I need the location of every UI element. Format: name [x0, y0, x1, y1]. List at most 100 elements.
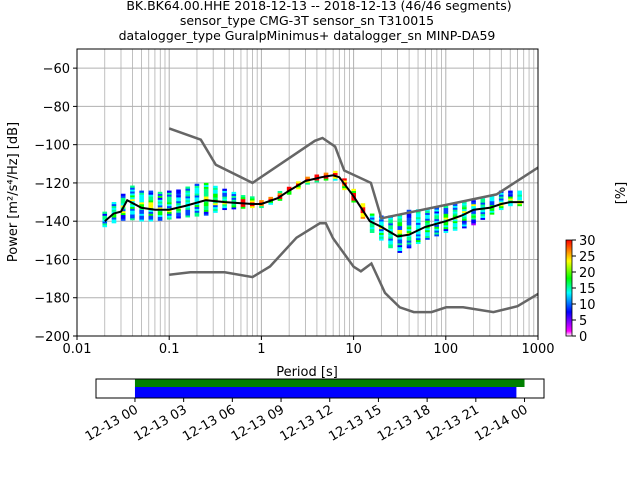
colorbar-tick-label: 25 — [579, 250, 596, 265]
density-cell — [471, 203, 476, 207]
density-cell — [498, 196, 504, 199]
density-cell — [332, 172, 338, 175]
density-cell — [194, 195, 200, 198]
density-cell — [498, 194, 504, 197]
density-cell — [471, 202, 476, 205]
density-cell — [203, 196, 209, 199]
density-cell — [332, 178, 338, 181]
coverage-bar — [134, 379, 525, 387]
density-cell — [397, 237, 403, 240]
density-cell — [213, 187, 218, 190]
density-cell — [462, 216, 467, 219]
density-cell — [443, 211, 449, 214]
density-cell — [397, 248, 403, 252]
density-cell — [222, 198, 227, 201]
density-cell — [415, 237, 421, 241]
density-cell — [166, 198, 172, 201]
density-cell — [415, 236, 421, 239]
x-tick-label: 100 — [433, 342, 458, 357]
timeline-tick-label: 12-13 21 — [424, 402, 482, 444]
colorbar — [565, 239, 573, 337]
density-cell — [379, 219, 384, 222]
density-cell — [443, 217, 449, 220]
density-cell — [508, 198, 513, 201]
density-cell — [148, 205, 154, 209]
density-cell — [443, 225, 449, 228]
y-tick-label: −60 — [43, 62, 70, 77]
y-axis-label: Power [m²/s⁴/Hz] [dB] — [6, 122, 21, 262]
density-cell — [425, 216, 430, 219]
density-cell — [194, 187, 200, 190]
density-cell — [130, 214, 135, 217]
mean-line — [104, 174, 524, 238]
density-cell — [351, 190, 356, 193]
density-cell — [480, 211, 486, 215]
density-cell — [388, 219, 393, 222]
density-cell — [406, 230, 412, 234]
density-cell — [148, 215, 154, 218]
density-cell — [462, 210, 467, 214]
density-cell — [277, 190, 283, 194]
density-cell — [452, 213, 458, 216]
y-tick-label: −200 — [34, 330, 70, 345]
density-cell — [231, 191, 237, 195]
density-cell — [462, 201, 467, 204]
density-cell — [268, 202, 274, 205]
density-cell — [166, 200, 172, 203]
density-cell — [480, 217, 486, 220]
colorbar-tick-label: 5 — [579, 314, 587, 329]
density-cell — [452, 228, 458, 231]
density-cell — [425, 233, 430, 237]
density-cell — [176, 197, 181, 200]
density-cell — [231, 199, 237, 202]
density-cell — [388, 217, 393, 220]
density-cell — [434, 220, 439, 223]
density-cell — [379, 236, 384, 239]
density-cell — [213, 206, 218, 210]
density-cell — [434, 218, 439, 222]
density-cell — [397, 244, 403, 248]
density-cell — [213, 210, 218, 213]
density-cell — [415, 214, 421, 218]
density-cell — [397, 229, 403, 232]
y-axis-ticks: −200 −180 −160 −140 −120 −100 −80 −60 — [34, 62, 77, 345]
density-cell — [231, 205, 237, 208]
density-cell — [397, 223, 403, 227]
density-cell — [194, 185, 200, 188]
density-cell — [222, 192, 227, 195]
density-cell — [471, 211, 476, 214]
density-cell — [369, 230, 375, 233]
density-cell — [498, 200, 504, 203]
density-cell — [379, 232, 384, 235]
density-cell — [489, 208, 495, 211]
density-cell — [102, 225, 108, 228]
density-cell — [517, 198, 522, 201]
density-cell — [194, 208, 200, 211]
density-cell — [130, 218, 135, 221]
density-cell — [130, 206, 135, 209]
density-cell — [379, 221, 384, 224]
density-cell — [388, 226, 393, 230]
density-cell — [388, 240, 393, 243]
x-tick-label: 1 — [257, 342, 265, 357]
density-cell — [388, 236, 393, 239]
density-cell — [222, 194, 227, 197]
density-cell — [415, 230, 421, 233]
density-cell — [397, 243, 403, 246]
density-cell — [406, 219, 412, 222]
density-cell — [176, 193, 181, 196]
density-cell — [185, 213, 191, 216]
density-cell — [434, 207, 439, 210]
density-cell — [415, 218, 421, 222]
density-cell — [185, 198, 191, 201]
density-cell — [203, 209, 209, 212]
density-cell — [139, 202, 144, 205]
density-cell — [415, 232, 421, 235]
density-cell — [443, 215, 449, 218]
density-cell — [415, 241, 421, 244]
density-cell — [259, 205, 264, 209]
density-cell — [213, 191, 218, 194]
timeline-tick-label: 12-13 18 — [375, 402, 433, 444]
density-cell — [130, 210, 135, 213]
density-cell — [166, 202, 172, 205]
